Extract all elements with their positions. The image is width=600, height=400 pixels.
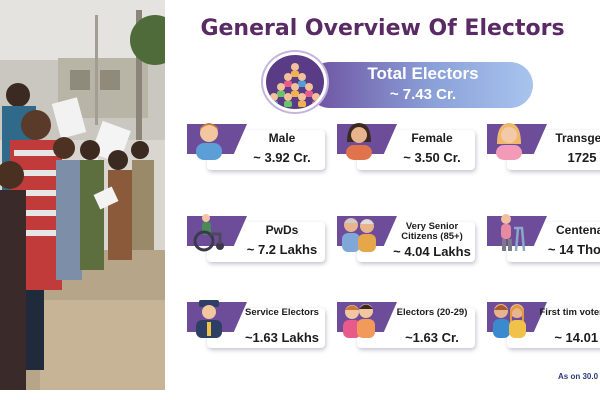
centenarian-electors-card: Centenar ~ 14 Thous [487,212,600,264]
card-value: ~ 3.92 Cr. [253,150,311,165]
pwd-electors-card: PwDs ~ 7.2 Lakhs [187,212,327,264]
as-on-date-note: As on 30.0 [558,372,599,381]
electors-20-29-card: Electors (20-29) ~1.63 Cr. [337,298,477,350]
card-value: ~1.63 Cr. [405,330,459,345]
male-electors-card: Male ~ 3.92 Cr. [187,120,327,172]
elderly-couple-icon [340,212,378,252]
card-value: ~ 7.2 Lakhs [246,242,318,257]
voters-queue-photo [0,0,165,390]
card-value: ~ 4.04 Lakhs [393,244,471,259]
card-label: Female [411,131,453,145]
card-label: Male [268,131,296,145]
total-electors-label: Total Electors [367,64,479,83]
female-person-icon [340,120,378,160]
total-electors-card: Total Electors ~ 7.43 Cr. [263,52,563,114]
total-electors-value: ~ 7.43 Cr. [389,86,457,103]
soldier-icon [190,298,228,338]
card-label: Transgen [555,131,600,145]
senior-citizen-electors-card: Very Senior Citizens (85+) ~ 4.04 Lakhs [337,212,477,264]
wheelchair-icon [190,212,228,252]
card-label: Very Senior Citizens (85+) [401,221,463,242]
elderly-walker-icon [490,212,528,252]
page-title: General Overview Of Electors [200,16,565,41]
crowd-icon [263,52,327,112]
female-electors-card: Female ~ 3.50 Cr. [337,120,477,172]
young-couple-icon [340,298,378,338]
transgender-electors-card: Transgen 1725 [487,120,600,172]
card-value: ~ 14 Thous [547,242,600,257]
first-time-voters-card: First tim voters (18 ~ 14.01 L [487,298,600,350]
card-label: PwDs [265,223,299,237]
service-electors-card: Service Electors ~1.63 Lakhs [187,298,327,350]
first-time-voters-icon [490,298,528,338]
transgender-person-icon [490,120,528,160]
card-label: First tim voters (18 [539,307,600,318]
card-label: Electors (20-29) [396,307,468,318]
card-label: Centenar [555,223,600,237]
card-label: Service Electors [245,307,319,318]
male-person-icon [190,120,228,160]
card-value: 1725 [567,150,597,165]
total-electors-banner [307,62,533,108]
card-value: ~ 14.01 L [554,330,600,345]
card-value: ~ 3.50 Cr. [403,150,461,165]
card-value: ~1.63 Lakhs [244,330,320,345]
electors-overview-panel: General Overview Of Electors Total Elect… [165,0,600,400]
